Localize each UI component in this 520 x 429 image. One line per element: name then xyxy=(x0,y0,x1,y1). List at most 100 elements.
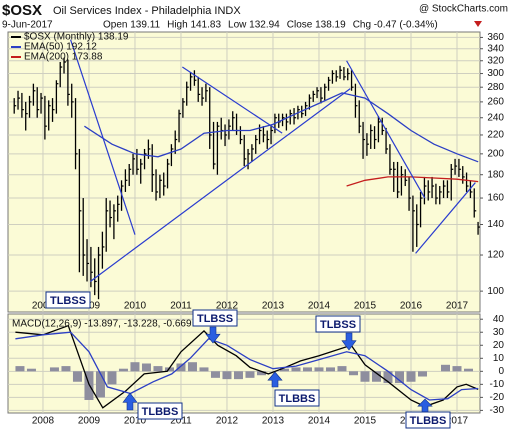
legend-label: EMA(200) 173.88 xyxy=(24,52,103,63)
series-line xyxy=(84,92,479,163)
x-tick-label: 2009 xyxy=(78,416,101,427)
x-tick-label: 2010 xyxy=(124,416,147,427)
histogram-bar xyxy=(199,367,209,372)
annotation-arrow xyxy=(205,326,221,344)
quote-item: Open 139.11 xyxy=(103,20,161,31)
histogram-bar xyxy=(452,366,462,372)
x-tick-label: 2017 xyxy=(446,301,469,312)
x-tick-label: 2013 xyxy=(262,416,285,427)
histogram-bar xyxy=(337,366,347,372)
annotation-label: TLBBS xyxy=(410,415,447,427)
x-tick-label: 2011 xyxy=(170,301,192,312)
x-tick-label: 2015 xyxy=(354,416,377,427)
y-tick-label: 140 xyxy=(487,219,504,230)
histogram-bar xyxy=(291,367,301,372)
date: 9-Jun-2017 xyxy=(2,20,53,31)
annotation-label: TLBBS xyxy=(142,406,179,418)
histogram-bar xyxy=(348,371,358,376)
histogram-bar xyxy=(49,367,59,372)
y-tick-label: 100 xyxy=(487,286,504,297)
y-tick-label: 220 xyxy=(487,130,504,141)
histogram-bar xyxy=(15,366,25,372)
histogram-bar xyxy=(164,367,174,372)
trend-line xyxy=(346,60,426,199)
trend-line xyxy=(89,88,351,282)
y-tick-label: 40 xyxy=(493,314,505,325)
y-tick-label: -20 xyxy=(490,392,505,403)
trend-line xyxy=(415,182,476,254)
histogram-bar xyxy=(394,371,404,384)
histogram-bar xyxy=(233,371,243,380)
annotation-label: TLBSS xyxy=(197,313,233,325)
histogram-bar xyxy=(463,368,473,372)
y-tick-label: 120 xyxy=(487,250,504,261)
histogram-bar xyxy=(141,363,151,372)
trend-line xyxy=(182,66,283,134)
histogram-bar xyxy=(383,371,393,384)
x-tick-label: 2017 xyxy=(446,416,469,427)
histogram-bar xyxy=(187,362,197,372)
y-tick-label: 0 xyxy=(498,366,504,377)
x-tick-label: 2012 xyxy=(216,301,239,312)
quote-item: Low 132.94 xyxy=(228,20,280,31)
histogram-bar xyxy=(176,363,186,372)
histogram-bar xyxy=(95,371,105,398)
annotation-box xyxy=(137,402,183,420)
change-arrow xyxy=(474,21,482,27)
y-tick-label: -30 xyxy=(490,405,505,416)
histogram-bar xyxy=(314,367,324,372)
histogram-bar xyxy=(153,366,163,372)
y-tick-label: 320 xyxy=(487,55,504,66)
histogram-bar xyxy=(61,366,71,372)
y-tick-label: 240 xyxy=(487,112,504,123)
source: @ StockCharts.com xyxy=(419,4,508,15)
histogram-bar xyxy=(302,367,312,372)
series-line xyxy=(346,176,479,187)
histogram-bar xyxy=(440,364,450,372)
y-tick-label: -10 xyxy=(490,379,505,390)
annotation-box xyxy=(274,389,320,407)
histogram-bar xyxy=(245,371,255,378)
y-tick-label: 300 xyxy=(487,68,504,79)
x-tick-label: 2016 xyxy=(400,301,423,312)
index-name: Oil Services Index - Philadelphia INDX xyxy=(53,5,241,17)
y-tick-label: 200 xyxy=(487,148,504,159)
legend-label: $OSX (Monthly) 138.19 xyxy=(24,32,129,43)
trend-line xyxy=(69,39,136,235)
y-tick-label: 160 xyxy=(487,193,504,204)
histogram-bar xyxy=(26,368,36,372)
legend-label: EMA(50) 192.12 xyxy=(24,42,97,53)
y-tick-label: 360 xyxy=(487,32,504,43)
annotation-box xyxy=(192,309,238,327)
annotation-label: TLBSS xyxy=(320,319,356,331)
panel-title: MACD(12,26,9) -13.897, -13.228, -0.669 xyxy=(12,319,192,330)
annotation-label: TLBBS xyxy=(279,393,316,405)
histogram-bar xyxy=(107,371,117,385)
histogram-bar xyxy=(84,371,94,400)
y-tick-label: 340 xyxy=(487,43,504,54)
x-tick-label: 2008 xyxy=(32,416,55,427)
y-tick-label: 180 xyxy=(487,169,504,180)
histogram-bar xyxy=(417,371,427,377)
histogram-bar xyxy=(406,371,416,382)
annotation-arrow xyxy=(267,371,283,388)
x-tick-label: 2014 xyxy=(308,416,331,427)
annotation-box xyxy=(315,315,361,333)
annotation-label: TLBSS xyxy=(50,295,86,307)
histogram-bar xyxy=(118,368,128,372)
annotation-arrow xyxy=(341,332,357,351)
histogram-bar xyxy=(256,371,266,376)
histogram-bar xyxy=(130,362,140,372)
x-tick-label: 2013 xyxy=(262,301,285,312)
histogram-bar xyxy=(360,371,370,382)
histogram-bar xyxy=(222,371,232,380)
annotation-box xyxy=(45,291,91,309)
series-line xyxy=(15,331,479,401)
y-tick-label: 30 xyxy=(493,327,505,338)
x-tick-label: 2010 xyxy=(124,301,147,312)
x-tick-label: 2008 xyxy=(32,301,55,312)
quote-item: Close 138.19 xyxy=(287,20,346,31)
y-tick-label: 280 xyxy=(487,82,504,93)
y-tick-label: 10 xyxy=(493,353,505,364)
